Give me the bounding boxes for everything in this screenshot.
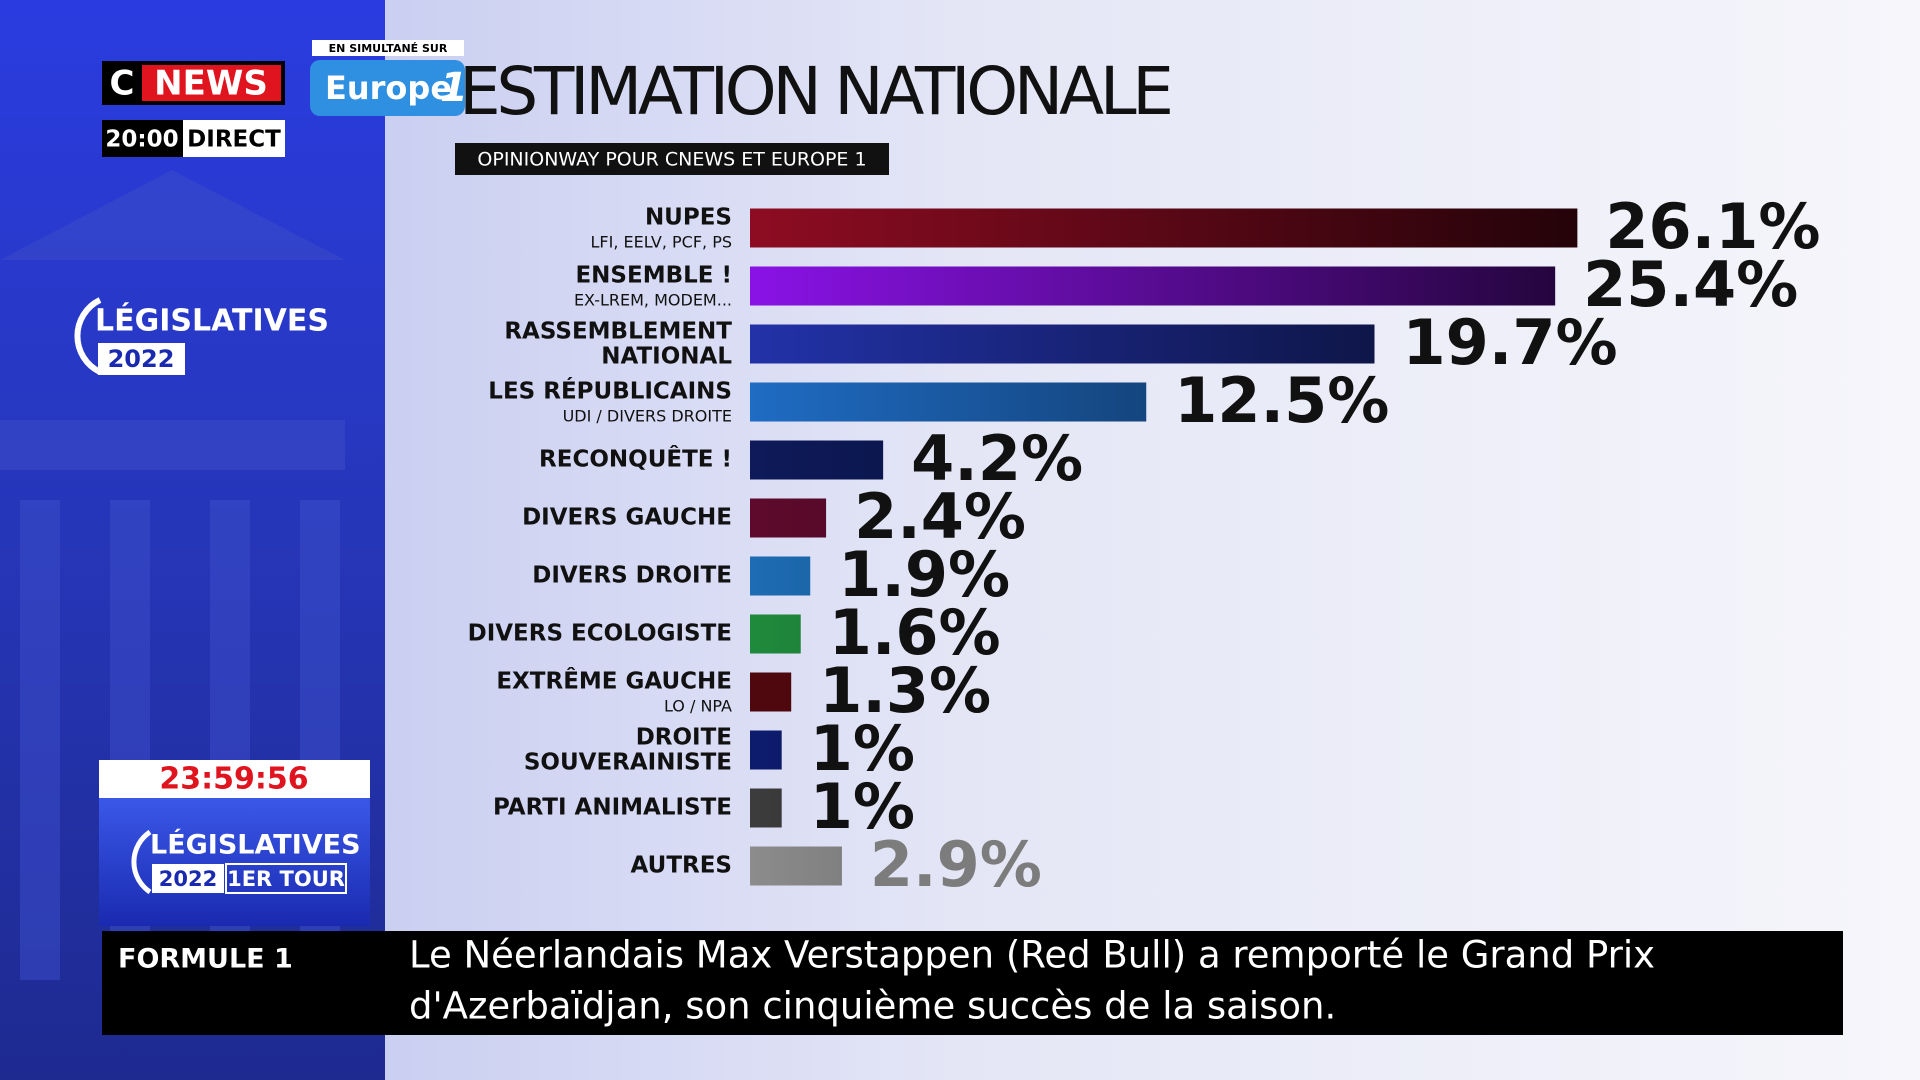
logo-arc: [74, 297, 102, 375]
category-label: NUPES: [645, 205, 732, 231]
round-outline: [225, 863, 347, 894]
bar: [750, 846, 842, 886]
ticker-label: FORMULE 1: [118, 944, 293, 975]
time: 20:00: [105, 127, 178, 153]
value-label: 26.1%: [1605, 190, 1820, 263]
value-label: 12.5%: [1174, 364, 1389, 437]
live-box: [183, 120, 285, 157]
subtitle-box: [455, 143, 889, 175]
category-label: PARTI ANIMALISTE: [493, 795, 732, 821]
category-sublabel: EX-LREM, MODEM...: [574, 291, 732, 310]
simulcast: EN SIMULTANÉ SUR: [329, 42, 448, 55]
bar: [750, 730, 782, 770]
category-label: DIVERS DROITE: [532, 563, 732, 589]
category-label: AUTRES: [631, 853, 732, 879]
side-logo: LÉGISLATIVES: [95, 303, 329, 339]
category-label: NATIONAL: [601, 344, 732, 370]
category-label: RASSEMBLEMENT: [504, 319, 732, 345]
category-label: LES RÉPUBLICAINS: [488, 377, 732, 405]
category-label: SOUVERAINISTE: [524, 750, 732, 776]
europe1-logo: [310, 60, 465, 116]
bar: [750, 614, 801, 654]
value-label: 2.4%: [854, 480, 1026, 553]
round-box: [99, 798, 370, 926]
value-label: 19.7%: [1402, 306, 1617, 379]
bar: [750, 440, 884, 480]
value-label: 2.9%: [870, 828, 1042, 901]
year-box: [98, 343, 185, 375]
category-label: DIVERS ECOLOGISTE: [468, 621, 732, 647]
value-label: 25.4%: [1583, 248, 1798, 321]
bar-chart: 26.1% NUPES LFI, EELV, PCF, PS 25.4% ENSEMBL…: [468, 190, 1821, 901]
value-label: 1.6%: [829, 596, 1001, 669]
bar: [750, 324, 1375, 364]
value-label: 1.3%: [819, 654, 991, 727]
bar: [750, 382, 1147, 422]
logo-red: [142, 65, 281, 101]
ticker-line: d'Azerbaïdjan, son cinquième succès de l…: [409, 985, 1336, 1028]
bar: [750, 208, 1578, 248]
side-year: 2022: [108, 345, 175, 373]
logo-arc: [131, 829, 152, 895]
chart-subtitle: OPINIONWAY POUR CNEWS ET EUROPE 1: [477, 149, 866, 171]
time-box: [102, 120, 183, 157]
category-sublabel: LO / NPA: [664, 697, 732, 716]
bar: [750, 266, 1556, 306]
ticker-line: Le Néerlandais Max Verstappen (Red Bull)…: [409, 934, 1655, 977]
category-label: EXTRÊME GAUCHE: [496, 667, 732, 695]
live: DIRECT: [187, 127, 281, 153]
year-box: [152, 864, 224, 893]
clock-box: [99, 760, 370, 798]
category-sublabel: UDI / DIVERS DROITE: [563, 407, 732, 426]
round-year: 2022: [159, 867, 217, 891]
clock: 23:59:56: [159, 762, 308, 797]
partner-number: 1: [440, 65, 468, 111]
value-label: 1%: [810, 770, 915, 843]
category-label: DIVERS GAUCHE: [522, 505, 732, 531]
ticker: [102, 931, 1843, 1035]
bar: [750, 672, 792, 712]
category-label: RECONQUÊTE !: [539, 445, 732, 473]
value-label: 1.9%: [838, 538, 1010, 611]
logo-news: NEWS: [154, 64, 268, 104]
partner: Europe: [325, 69, 452, 107]
chart-title: ESTIMATION NATIONALE: [459, 53, 1174, 130]
value-label: 1%: [810, 712, 915, 785]
bar: [750, 788, 782, 828]
category-label: DROITE: [636, 725, 732, 751]
logo-c: C: [110, 64, 135, 104]
category-label: ENSEMBLE !: [575, 263, 732, 289]
category-sublabel: LFI, EELV, PCF, PS: [591, 233, 733, 252]
round: 1ER TOUR: [227, 867, 345, 891]
bar: [750, 498, 827, 538]
simulcast-box: [312, 40, 464, 56]
bar: [750, 556, 811, 596]
value-label: 4.2%: [911, 422, 1083, 495]
round-logo: LÉGISLATIVES: [150, 829, 361, 861]
